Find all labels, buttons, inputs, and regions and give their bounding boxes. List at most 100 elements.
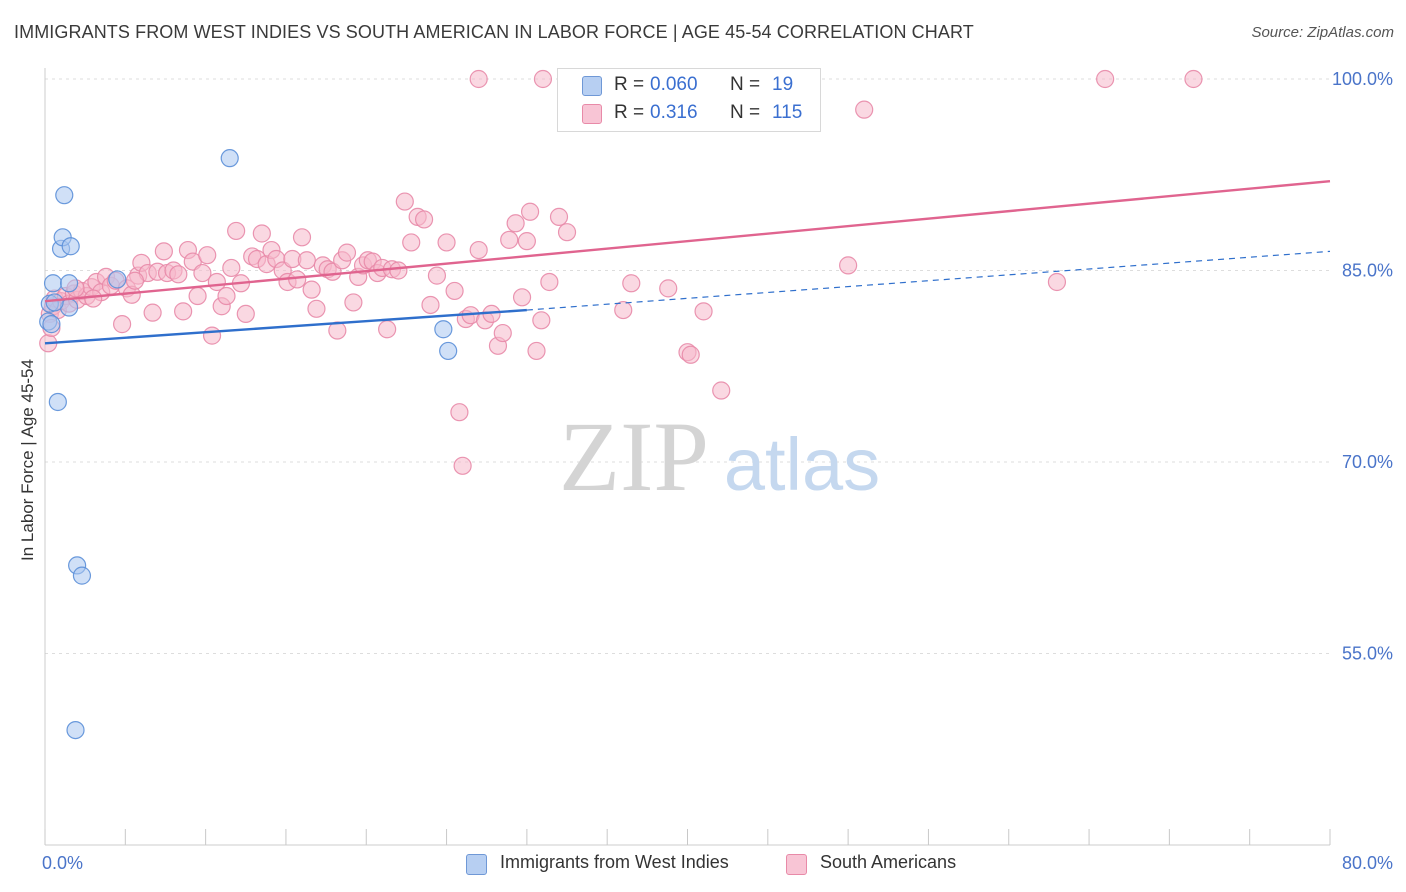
pink-point [307, 299, 326, 318]
pink-point [297, 251, 316, 270]
pink-point [1184, 69, 1203, 89]
legend-n-label: N = [730, 102, 761, 123]
pink-point [549, 207, 569, 226]
pink-point [198, 246, 217, 265]
pink-point [402, 233, 421, 252]
legend-r-label: R = [614, 74, 645, 95]
pink-point [112, 315, 132, 334]
blue-point [72, 566, 92, 585]
pink-point [557, 223, 577, 242]
pink-point [202, 326, 222, 345]
grid-layer [45, 78, 1330, 654]
legend-label: Immigrants from West Indies [500, 852, 729, 872]
legend-label: South Americans [820, 852, 957, 872]
pink-point [453, 456, 472, 475]
pink-point [188, 286, 207, 306]
y-tick-label: 85.0% [1342, 261, 1393, 281]
pink-point [193, 263, 212, 283]
blue-point [439, 341, 458, 361]
legend-r-value: 0.060 [650, 74, 698, 95]
pink-point [681, 345, 700, 364]
pink-point [227, 221, 246, 241]
pink-point [839, 256, 858, 275]
watermark: ZIP atlas [559, 401, 880, 512]
watermark-zip: ZIP [559, 401, 709, 512]
pink-point [694, 302, 713, 321]
y-tick-label: 100.0% [1332, 69, 1393, 89]
pink-point [414, 210, 434, 229]
legend-n-value: 19 [772, 74, 794, 95]
blue-point [43, 274, 63, 293]
pink-point [614, 300, 633, 320]
pink-point [125, 271, 145, 290]
blue-swatch [582, 76, 602, 96]
pink-point [344, 293, 363, 312]
pink-swatch [786, 854, 807, 875]
blue-point [108, 270, 127, 289]
pink-point [1047, 272, 1067, 292]
pink-point [292, 228, 312, 247]
pink-point [84, 289, 103, 308]
pink-point [622, 274, 641, 293]
pink-point [712, 381, 731, 400]
trend-lines [44, 179, 1331, 345]
pink-point [174, 302, 193, 321]
pink-point [1096, 69, 1115, 89]
pink-point [389, 261, 408, 280]
source-label: Source: ZipAtlas.com [1251, 24, 1394, 41]
blue-trend-line [44, 308, 527, 345]
pink-point [469, 69, 488, 89]
legend-r-label: R = [614, 102, 645, 123]
pink-point [337, 243, 357, 262]
x-tick-label-max: 80.0% [1342, 853, 1393, 873]
pink-point [154, 242, 173, 261]
pink-point [288, 270, 307, 289]
pink-point [302, 280, 321, 299]
pink-point [533, 69, 553, 89]
pink-point [540, 272, 559, 292]
pink-point [493, 323, 512, 343]
pink-point [217, 286, 236, 306]
x-tick-label-min: 0.0% [42, 853, 83, 873]
pink-point [659, 279, 678, 298]
pink-point [222, 258, 241, 278]
blue-point [45, 293, 64, 312]
pink-point [378, 320, 397, 339]
blue-point [42, 315, 61, 334]
pink-point [532, 311, 551, 330]
legend-n-value: 115 [772, 102, 803, 123]
y-tick-label: 55.0% [1342, 644, 1393, 664]
pink-point [527, 341, 546, 361]
tick-labels: 55.0% 70.0% 85.0% 100.0% 0.0% 80.0% [42, 69, 1393, 873]
blue-point [48, 392, 67, 412]
pink-point [500, 230, 519, 249]
pink-swatch [582, 104, 602, 124]
legend-r-value: 0.316 [650, 102, 698, 123]
pink-point [143, 303, 162, 322]
pink-point [520, 202, 540, 221]
axis-layer [44, 68, 1331, 846]
blue-point [55, 186, 74, 205]
watermark-atlas: atlas [724, 423, 880, 506]
pink-trend-line [44, 179, 1331, 303]
pink-point [437, 233, 456, 252]
series-legend: Immigrants from West Indies South Americ… [0, 852, 1406, 876]
blue-point [59, 274, 79, 293]
pink-point [469, 240, 488, 260]
stats-legend: R = 0.060 N = 19 R = 0.316 N = 115 [557, 68, 821, 132]
blue-trend-extension [526, 250, 1331, 311]
chart-title: IMMIGRANTS FROM WEST INDIES VS SOUTH AME… [14, 22, 974, 42]
blue-point [434, 320, 453, 339]
blue-point [220, 149, 239, 168]
pink-point [506, 214, 525, 233]
pink-point [445, 281, 464, 301]
pink-point [421, 295, 440, 315]
pink-point [512, 288, 532, 307]
blue-swatch [466, 854, 487, 875]
blue-point [61, 237, 80, 256]
blue-point [66, 720, 85, 740]
pink-point [427, 266, 447, 285]
pink-point [517, 232, 536, 251]
pink-point [252, 224, 271, 243]
